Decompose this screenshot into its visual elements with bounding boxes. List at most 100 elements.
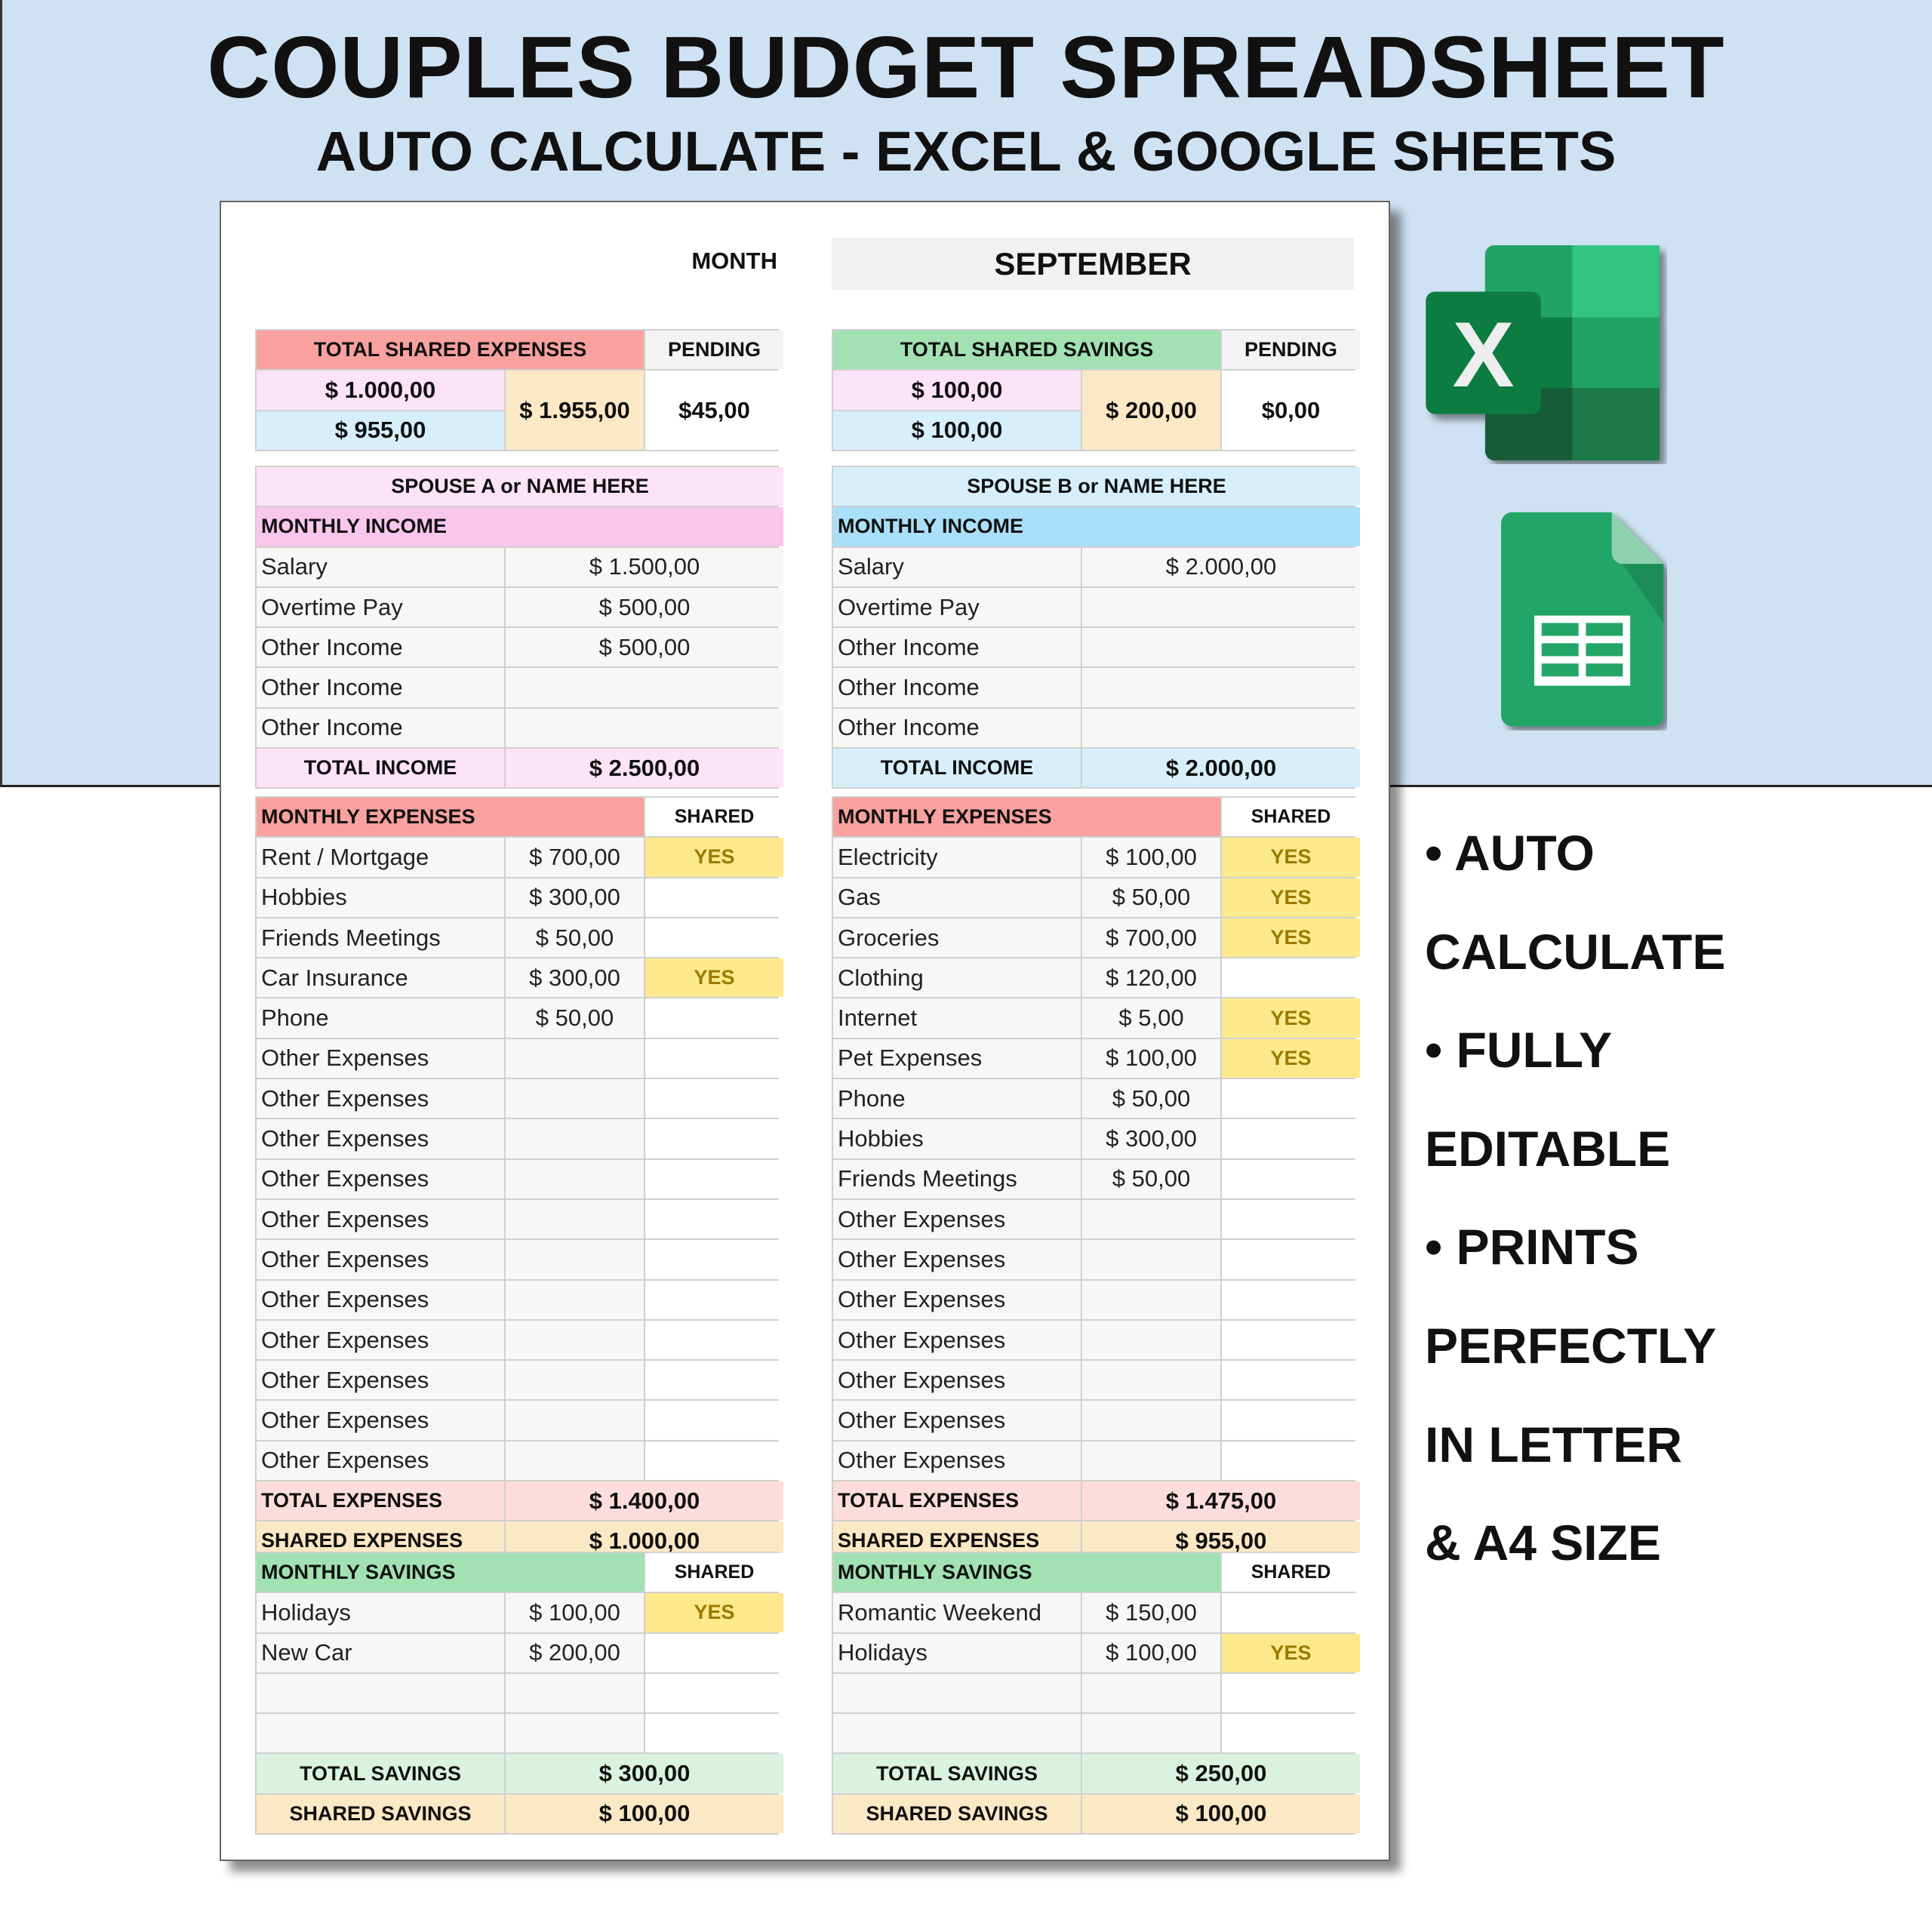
month-select[interactable]: SEPTEMBER xyxy=(832,238,1354,290)
expense-label[interactable]: Car Insurance xyxy=(257,958,504,998)
saving-label[interactable]: Romantic Weekend xyxy=(833,1593,1081,1632)
expense-value[interactable] xyxy=(506,1401,644,1440)
income-value[interactable] xyxy=(1082,628,1360,667)
income-value[interactable]: $ 500,00 xyxy=(506,628,783,667)
expense-shared-flag[interactable]: YES xyxy=(1222,918,1360,958)
saving-label[interactable]: Holidays xyxy=(257,1593,504,1632)
expense-shared-flag[interactable] xyxy=(645,998,783,1038)
income-label[interactable]: Other Income xyxy=(833,708,1081,748)
expense-label[interactable]: Other Expenses xyxy=(257,1119,504,1158)
saving-value[interactable] xyxy=(1082,1673,1220,1713)
expense-value[interactable]: $ 120,00 xyxy=(1082,958,1220,998)
income-value[interactable] xyxy=(506,708,783,748)
expense-label[interactable]: Other Expenses xyxy=(257,1320,504,1360)
expense-label[interactable]: Other Expenses xyxy=(833,1240,1081,1279)
expense-shared-flag[interactable] xyxy=(1222,1320,1360,1360)
expense-shared-flag[interactable] xyxy=(1222,1199,1360,1239)
expense-value[interactable]: $ 50,00 xyxy=(506,918,644,958)
expense-shared-flag[interactable] xyxy=(645,1199,783,1239)
saving-value[interactable] xyxy=(506,1673,644,1713)
expense-value[interactable]: $ 50,00 xyxy=(1082,878,1220,917)
expense-value[interactable]: $ 5,00 xyxy=(1082,998,1220,1038)
expense-label[interactable]: Friends Meetings xyxy=(257,918,504,958)
saving-value[interactable]: $ 200,00 xyxy=(506,1633,644,1672)
expense-value[interactable] xyxy=(506,1240,644,1279)
expense-value[interactable] xyxy=(506,1320,644,1360)
expense-shared-flag[interactable] xyxy=(1222,1280,1360,1319)
expense-label[interactable]: Rent / Mortgage xyxy=(257,838,504,877)
expense-value[interactable] xyxy=(506,1199,644,1239)
income-label[interactable]: Overtime Pay xyxy=(257,587,504,627)
saving-shared-flag[interactable] xyxy=(1222,1593,1360,1632)
income-label[interactable]: Other Income xyxy=(257,628,504,667)
expense-shared-flag[interactable]: YES xyxy=(1222,998,1360,1038)
expense-value[interactable] xyxy=(1082,1320,1220,1360)
expense-shared-flag[interactable] xyxy=(645,918,783,958)
saving-value[interactable] xyxy=(1082,1714,1220,1753)
saving-label[interactable] xyxy=(257,1673,504,1713)
expense-label[interactable]: Other Expenses xyxy=(833,1320,1081,1360)
saving-label[interactable] xyxy=(257,1714,504,1753)
income-value[interactable] xyxy=(1082,708,1360,748)
expense-value[interactable]: $ 700,00 xyxy=(506,838,644,877)
expense-label[interactable]: Electricity xyxy=(833,838,1081,877)
saving-value[interactable]: $ 150,00 xyxy=(1082,1593,1220,1632)
income-label[interactable]: Other Income xyxy=(257,668,504,707)
expense-shared-flag[interactable] xyxy=(645,1441,783,1481)
saving-shared-flag[interactable] xyxy=(645,1673,783,1713)
spouse-name[interactable]: SPOUSE A or NAME HERE xyxy=(257,467,783,506)
expense-shared-flag[interactable] xyxy=(645,1038,783,1078)
expense-value[interactable]: $ 50,00 xyxy=(1082,1079,1220,1118)
expense-label[interactable]: Other Expenses xyxy=(257,1159,504,1198)
expense-shared-flag[interactable]: YES xyxy=(1222,878,1360,917)
expense-value[interactable] xyxy=(1082,1199,1220,1239)
saving-label[interactable]: New Car xyxy=(257,1633,504,1672)
expense-shared-flag[interactable] xyxy=(1222,958,1360,998)
saving-shared-flag[interactable]: YES xyxy=(645,1593,783,1632)
saving-shared-flag[interactable] xyxy=(645,1714,783,1753)
expense-label[interactable]: Other Expenses xyxy=(833,1401,1081,1440)
saving-label[interactable]: Holidays xyxy=(833,1633,1081,1672)
income-value[interactable] xyxy=(1082,668,1360,707)
expense-value[interactable] xyxy=(506,1159,644,1198)
income-label[interactable]: Other Income xyxy=(833,628,1081,667)
expense-shared-flag[interactable] xyxy=(645,1361,783,1400)
expense-value[interactable] xyxy=(1082,1441,1220,1481)
expense-label[interactable]: Phone xyxy=(257,998,504,1038)
expense-value[interactable]: $ 700,00 xyxy=(1082,918,1220,958)
income-label[interactable]: Other Income xyxy=(257,708,504,748)
saving-value[interactable]: $ 100,00 xyxy=(506,1593,644,1632)
expense-value[interactable] xyxy=(506,1119,644,1158)
expense-label[interactable]: Other Expenses xyxy=(833,1280,1081,1319)
expense-label[interactable]: Other Expenses xyxy=(257,1199,504,1239)
saving-label[interactable] xyxy=(833,1673,1081,1713)
expense-value[interactable]: $ 100,00 xyxy=(1082,1038,1220,1078)
expense-value[interactable] xyxy=(1082,1240,1220,1279)
saving-shared-flag[interactable] xyxy=(645,1633,783,1672)
expense-label[interactable]: Gas xyxy=(833,878,1081,917)
expense-label[interactable]: Groceries xyxy=(833,918,1081,958)
saving-shared-flag[interactable]: YES xyxy=(1222,1633,1360,1672)
expense-shared-flag[interactable]: YES xyxy=(1222,838,1360,877)
expense-label[interactable]: Phone xyxy=(833,1079,1081,1118)
expense-shared-flag[interactable]: YES xyxy=(645,838,783,877)
expense-label[interactable]: Friends Meetings xyxy=(833,1159,1081,1198)
expense-shared-flag[interactable] xyxy=(645,1240,783,1279)
expense-value[interactable] xyxy=(506,1361,644,1400)
expense-label[interactable]: Hobbies xyxy=(833,1119,1081,1158)
expense-shared-flag[interactable]: YES xyxy=(645,958,783,998)
saving-label[interactable] xyxy=(833,1714,1081,1753)
income-value[interactable]: $ 1.500,00 xyxy=(506,547,783,586)
expense-value[interactable] xyxy=(506,1079,644,1118)
expense-label[interactable]: Other Expenses xyxy=(257,1240,504,1279)
expense-value[interactable] xyxy=(506,1280,644,1319)
expense-label[interactable]: Other Expenses xyxy=(257,1280,504,1319)
expense-value[interactable] xyxy=(1082,1361,1220,1400)
expense-label[interactable]: Pet Expenses xyxy=(833,1038,1081,1078)
expense-shared-flag[interactable] xyxy=(1222,1240,1360,1279)
expense-value[interactable]: $ 300,00 xyxy=(506,878,644,917)
expense-shared-flag[interactable] xyxy=(645,1119,783,1158)
income-value[interactable] xyxy=(1082,587,1360,627)
expense-shared-flag[interactable] xyxy=(1222,1441,1360,1481)
expense-label[interactable]: Hobbies xyxy=(257,878,504,917)
